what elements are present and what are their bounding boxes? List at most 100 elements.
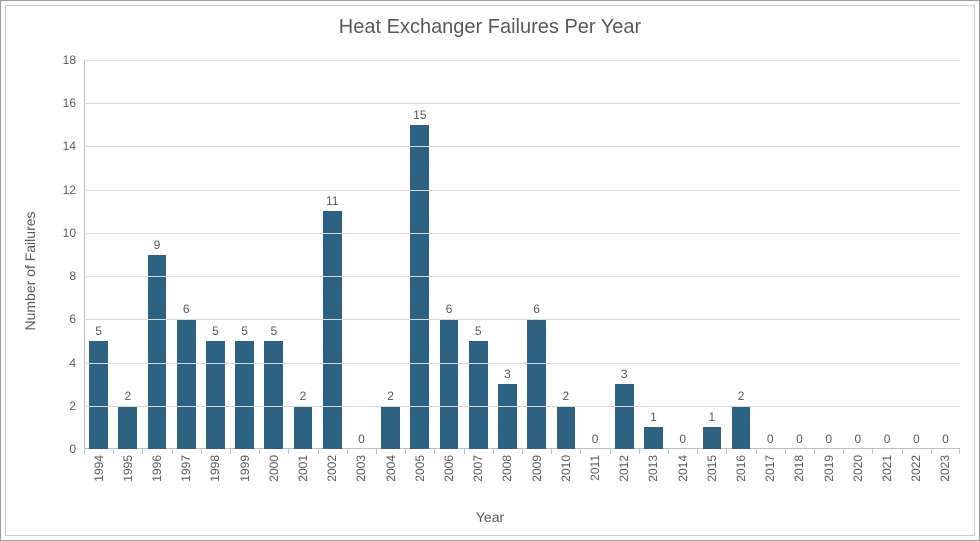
bar-slot: 02017	[756, 60, 785, 449]
bar-slot: 152005	[405, 60, 434, 449]
bar-data-label: 1	[650, 410, 657, 427]
y-tick-label: 2	[69, 399, 76, 413]
bar: 5	[469, 341, 488, 449]
x-tick-label: 2005	[413, 449, 427, 482]
x-tick-label: 2006	[442, 449, 456, 482]
x-tick-mark	[756, 449, 757, 454]
x-tick-mark	[84, 449, 85, 454]
bar: 9	[148, 255, 167, 450]
bar-data-label: 5	[475, 324, 482, 341]
x-tick-label: 2017	[763, 449, 777, 482]
x-tick-mark	[843, 449, 844, 454]
grid-line	[84, 233, 960, 234]
bar: 5	[235, 341, 254, 449]
bar-slot: 02003	[347, 60, 376, 449]
bar-slot: 112002	[318, 60, 347, 449]
x-tick-mark	[931, 449, 932, 454]
x-tick-mark	[493, 449, 494, 454]
y-tick-label: 12	[63, 183, 76, 197]
bar-data-label: 3	[621, 367, 628, 384]
bar-slot: 52007	[464, 60, 493, 449]
bar: 5	[89, 341, 108, 449]
bar-data-label: 11	[326, 194, 338, 211]
bar-data-label: 6	[446, 302, 453, 319]
bar-data-label: 0	[884, 432, 891, 449]
bar-data-label: 0	[358, 432, 365, 449]
bar-slot: 51998	[201, 60, 230, 449]
x-tick-label: 2010	[559, 449, 573, 482]
x-tick-mark	[814, 449, 815, 454]
bar-slot: 02019	[814, 60, 843, 449]
bar: 6	[527, 319, 546, 449]
bar-data-label: 0	[796, 432, 803, 449]
x-tick-label: 1998	[208, 449, 222, 482]
x-tick-mark	[172, 449, 173, 454]
plot-area: 5199421995919966199751998519995200022001…	[84, 60, 960, 449]
bar-data-label: 0	[913, 432, 920, 449]
y-tick-label: 8	[69, 269, 76, 283]
y-tick-label: 18	[63, 53, 76, 67]
bar: 2	[294, 406, 313, 449]
x-tick-mark	[464, 449, 465, 454]
bar-slot: 02014	[668, 60, 697, 449]
bar-data-label: 2	[738, 389, 745, 406]
x-tick-label: 1999	[238, 449, 252, 482]
x-tick-mark	[902, 449, 903, 454]
x-tick-label: 2002	[325, 449, 339, 482]
bar-data-label: 3	[504, 367, 511, 384]
x-tick-mark	[726, 449, 727, 454]
bar-data-label: 5	[270, 324, 277, 341]
x-tick-mark	[639, 449, 640, 454]
y-tick-label: 14	[63, 139, 76, 153]
x-tick-label: 2014	[676, 449, 690, 482]
bar-data-label: 9	[154, 238, 161, 255]
bar: 1	[703, 427, 722, 449]
bar-slot: 02018	[785, 60, 814, 449]
bar-data-label: 5	[212, 324, 219, 341]
bar-data-label: 6	[533, 302, 540, 319]
x-tick-label: 2013	[646, 449, 660, 482]
y-tick-label: 16	[63, 96, 76, 110]
y-tick-label: 6	[69, 312, 76, 326]
bar: 1	[644, 427, 663, 449]
x-tick-label: 2016	[734, 449, 748, 482]
bar-slot: 51994	[84, 60, 113, 449]
bar: 6	[177, 319, 196, 449]
bar: 5	[206, 341, 225, 449]
bar-slot: 61997	[172, 60, 201, 449]
bar-slot: 02022	[902, 60, 931, 449]
x-tick-mark	[580, 449, 581, 454]
bar-slot: 32012	[610, 60, 639, 449]
bar-slot: 12013	[639, 60, 668, 449]
x-tick-label: 1994	[92, 449, 106, 482]
x-tick-mark	[259, 449, 260, 454]
x-tick-label: 2022	[909, 449, 923, 482]
grid-line	[84, 276, 960, 277]
y-tick-label: 4	[69, 356, 76, 370]
x-tick-label: 2004	[384, 449, 398, 482]
bar-slot: 02011	[580, 60, 609, 449]
bar-slot: 62006	[434, 60, 463, 449]
bar-data-label: 2	[563, 389, 570, 406]
bar-data-label: 6	[183, 302, 190, 319]
x-tick-mark	[434, 449, 435, 454]
x-tick-mark	[668, 449, 669, 454]
x-tick-mark	[288, 449, 289, 454]
grid-line	[84, 406, 960, 407]
x-tick-mark	[376, 449, 377, 454]
x-tick-mark	[347, 449, 348, 454]
x-tick-mark	[230, 449, 231, 454]
x-tick-label: 2008	[500, 449, 514, 482]
x-tick-label: 1995	[121, 449, 135, 482]
bar-data-label: 1	[709, 410, 716, 427]
bar: 2	[557, 406, 576, 449]
x-tick-label: 2000	[267, 449, 281, 482]
bar-slot: 12015	[697, 60, 726, 449]
bar-slot: 02023	[931, 60, 960, 449]
x-tick-mark	[872, 449, 873, 454]
x-tick-mark	[201, 449, 202, 454]
bar-slot: 22016	[726, 60, 755, 449]
bar-data-label: 5	[241, 324, 248, 341]
bar-data-label: 2	[124, 389, 131, 406]
bar-data-label: 2	[387, 389, 394, 406]
